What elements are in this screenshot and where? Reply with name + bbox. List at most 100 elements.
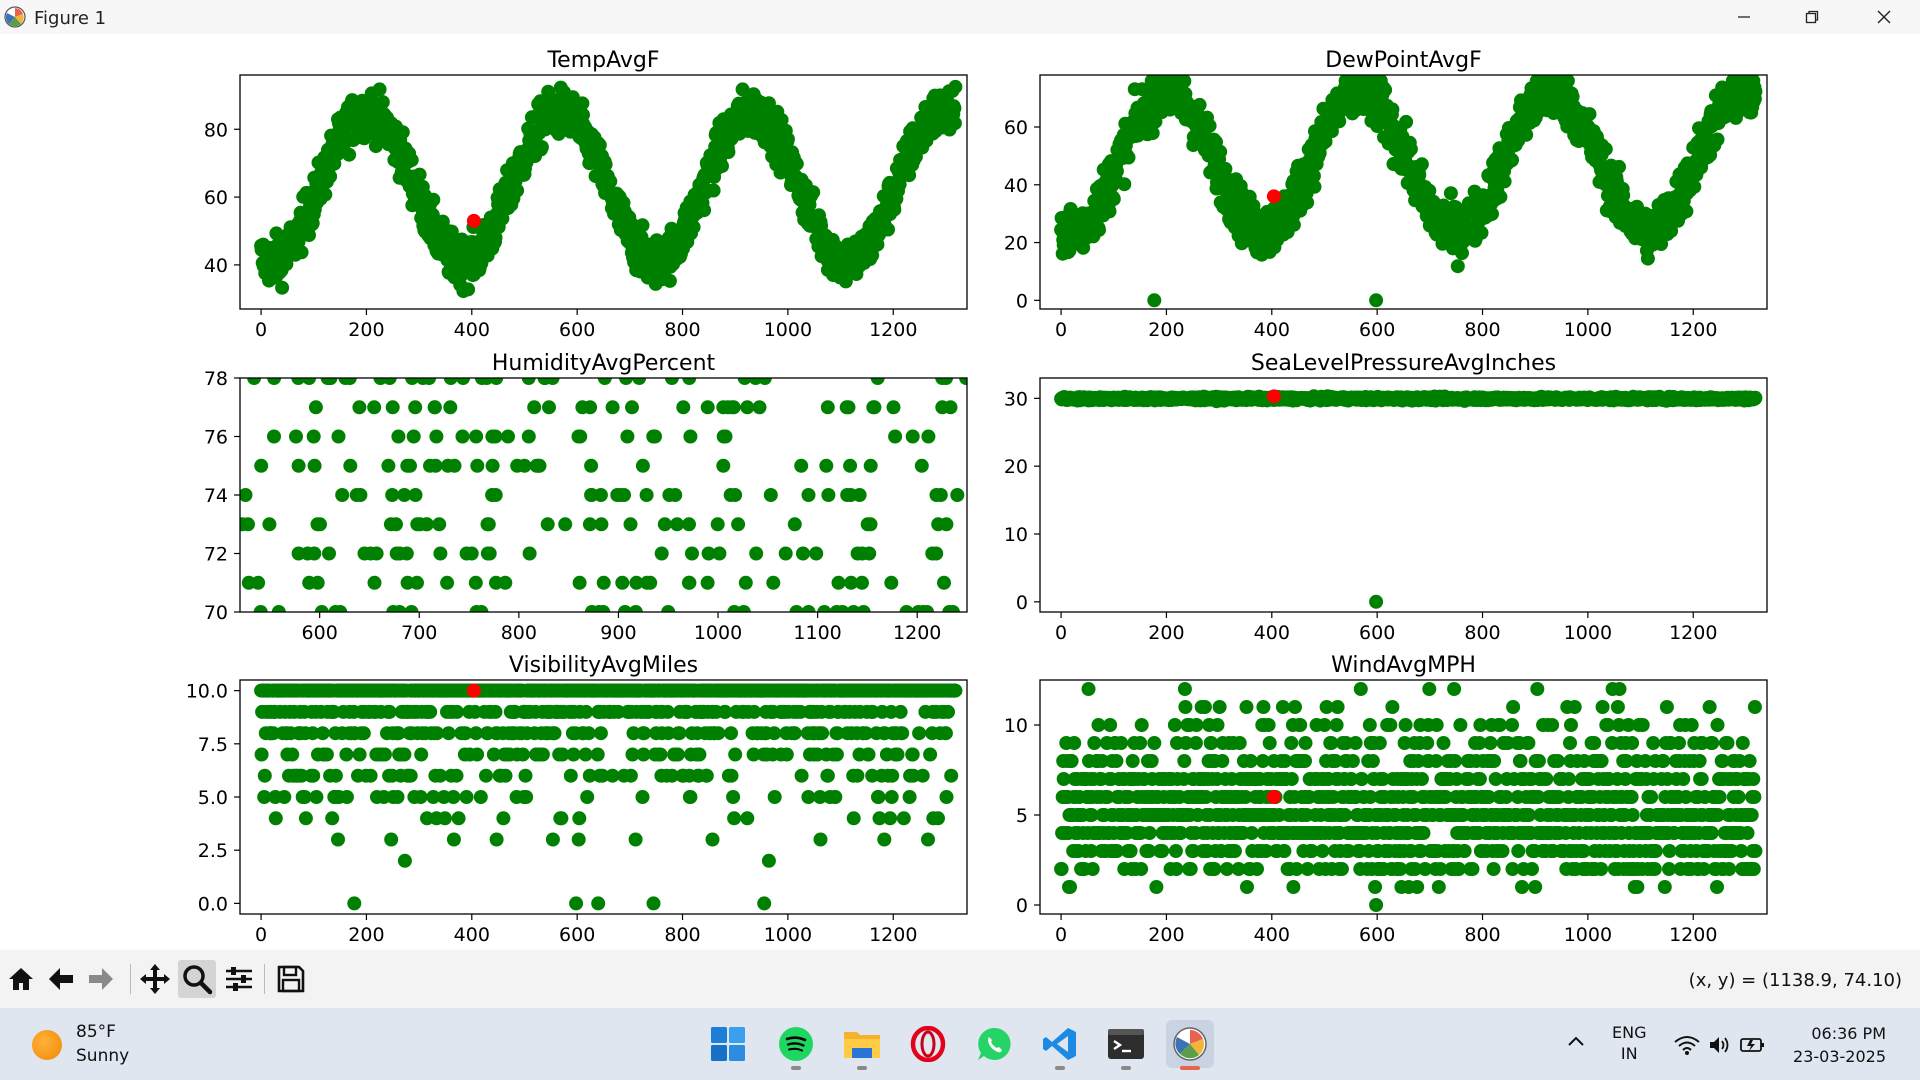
data-point [676, 400, 691, 415]
data-point [455, 429, 470, 444]
data-point [884, 575, 899, 590]
data-point [737, 378, 752, 385]
data-point [271, 605, 286, 612]
data-point [488, 488, 503, 502]
data-point [929, 488, 944, 502]
data-point [433, 546, 448, 561]
data-point [521, 378, 536, 385]
y-tick-label: 76 [204, 427, 228, 449]
data-point [870, 378, 885, 385]
data-point [740, 400, 755, 415]
data-point [670, 517, 685, 532]
data-point [841, 400, 856, 415]
data-point [726, 400, 741, 415]
data-point [820, 400, 835, 415]
data-point [615, 575, 630, 590]
data-point [385, 488, 400, 502]
data-point [449, 768, 464, 783]
data-point [578, 747, 593, 762]
data-point [582, 517, 597, 532]
data-point [718, 429, 733, 444]
data-point [1213, 144, 1228, 159]
y-tick-label: 70 [204, 602, 228, 624]
data-point [322, 546, 336, 561]
data-point [320, 378, 335, 385]
data-point [297, 790, 312, 804]
x-tick-label: 0 [1055, 622, 1067, 644]
figure-canvas[interactable]: TempAvgF 0 200 400 600 800 1000 1200 40 60 80 DewPo… [0, 34, 1920, 950]
data-point [488, 704, 503, 719]
minimize-button[interactable] [1710, 0, 1778, 34]
data-point [1286, 217, 1301, 232]
data-point [881, 222, 895, 237]
data-point [1687, 179, 1702, 194]
data-point [289, 429, 303, 444]
data-point [269, 226, 284, 241]
data-point [397, 747, 412, 762]
axes-frame [1039, 74, 1768, 310]
data-point [623, 517, 638, 532]
data-point [441, 726, 456, 741]
data-point [1450, 259, 1465, 274]
data-point [572, 575, 587, 590]
data-point [307, 458, 322, 473]
data-point [821, 488, 836, 502]
data-point [305, 726, 320, 741]
data-point [905, 429, 920, 444]
data-point [352, 747, 367, 762]
data-point [384, 832, 399, 847]
data-point [369, 546, 384, 561]
data-point [319, 747, 334, 762]
y-tick-label: 40 [204, 255, 228, 277]
data-point [485, 429, 500, 444]
data-point [935, 400, 950, 415]
data-point [716, 458, 731, 473]
data-point [558, 517, 573, 532]
data-point [1145, 126, 1160, 141]
data-point [581, 726, 596, 741]
data-point [375, 95, 390, 110]
data-point [712, 546, 727, 561]
x-tick-label: 800 [1464, 319, 1500, 341]
data-point [240, 517, 250, 532]
data-point [1399, 114, 1414, 129]
y-tick-label: 78 [204, 368, 228, 390]
data-point [386, 605, 401, 612]
data-point [474, 378, 489, 385]
data-point [430, 726, 444, 741]
data-point [464, 546, 479, 561]
data-point [267, 378, 282, 385]
x-tick-label: 400 [1254, 319, 1290, 341]
close-button[interactable] [1850, 0, 1918, 34]
data-point [555, 747, 570, 762]
data-point [843, 458, 858, 473]
data-point [302, 378, 317, 385]
data-point [697, 203, 712, 218]
data-point [515, 747, 530, 762]
data-point [527, 400, 542, 415]
data-point [450, 704, 464, 719]
data-point [888, 429, 903, 444]
maximize-button[interactable] [1778, 0, 1846, 34]
data-point [683, 429, 698, 444]
data-point [728, 488, 743, 502]
data-point [582, 768, 597, 783]
data-point [914, 458, 929, 473]
data-point [473, 790, 488, 804]
scatter-points [240, 378, 967, 612]
data-point [323, 169, 338, 184]
data-point [395, 125, 410, 140]
data-point [419, 517, 434, 532]
data-point [313, 517, 327, 532]
data-point [817, 605, 832, 612]
data-point [262, 517, 277, 532]
data-point [267, 429, 281, 444]
data-point [731, 517, 746, 532]
data-point [593, 726, 608, 741]
data-point [440, 458, 455, 473]
data-point [519, 790, 534, 804]
data-point [268, 811, 283, 826]
y-tick-label: 74 [204, 485, 228, 507]
data-point [335, 488, 350, 502]
